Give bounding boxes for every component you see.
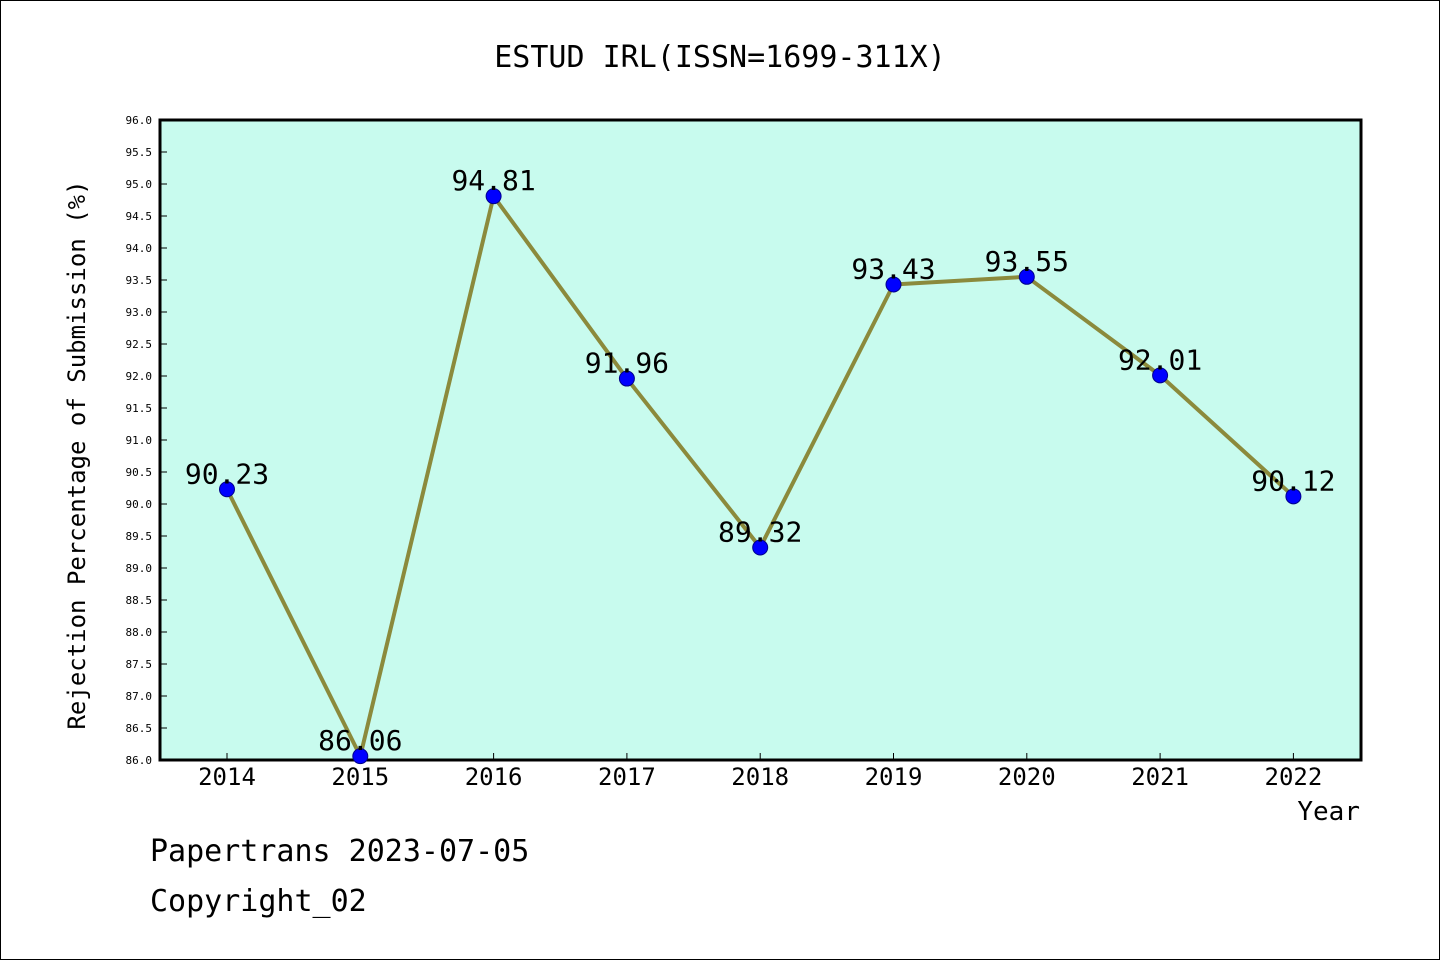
- y-tick-label: 91.0: [126, 434, 153, 447]
- y-tick-label: 93.0: [126, 306, 153, 319]
- data-label: 86.06: [318, 724, 402, 757]
- y-tick-label: 96.0: [126, 114, 153, 127]
- x-tick-label: 2016: [465, 763, 523, 791]
- plot-area: [158, 118, 1363, 762]
- data-label: 93.43: [851, 252, 935, 285]
- data-point: [1018, 268, 1035, 285]
- x-tick-label: 2015: [331, 763, 389, 791]
- data-label: 93.55: [985, 245, 1069, 278]
- data-point: [618, 370, 635, 387]
- y-tick-label: 88.0: [126, 626, 153, 639]
- data-label: 92.01: [1118, 343, 1202, 376]
- y-tick-label: 86.5: [126, 722, 153, 735]
- x-tick-label: 2017: [598, 763, 656, 791]
- chart-title: ESTUD IRL(ISSN=1699-311X): [494, 40, 946, 75]
- x-tick-label: 2021: [1131, 763, 1189, 791]
- footer-copyright: Copyright_02: [150, 884, 367, 919]
- y-tick-label: 94.5: [126, 210, 153, 223]
- y-tick-label: 95.0: [126, 178, 153, 191]
- y-axis-title: Rejection Percentage of Submission (%): [63, 180, 91, 729]
- x-tick-label: 2018: [731, 763, 789, 791]
- data-point: [352, 748, 369, 765]
- data-label: 89.32: [718, 516, 802, 549]
- data-label: 91.96: [585, 347, 669, 380]
- data-point: [1285, 488, 1302, 505]
- x-tick-label: 2022: [1265, 763, 1323, 791]
- data-point: [1152, 367, 1169, 384]
- y-tick-label: 90.5: [126, 466, 153, 479]
- y-tick-label: 89.0: [126, 562, 153, 575]
- y-tick-label: 90.0: [126, 498, 153, 511]
- data-point: [485, 188, 502, 205]
- y-tick-label: 92.0: [126, 370, 153, 383]
- x-tick-label: 2019: [865, 763, 923, 791]
- y-axis: 86.0 86.5 87.0 87.5 88.0 88.5 89.0 89.5 90.0 90.5…: [126, 114, 167, 767]
- y-tick-label: 87.5: [126, 658, 153, 671]
- y-tick-label: 91.5: [126, 402, 153, 415]
- y-tick-label: 94.0: [126, 242, 153, 255]
- data-markers: [219, 188, 1302, 765]
- x-tick-label: 2020: [998, 763, 1056, 791]
- data-label: 90.12: [1251, 464, 1335, 497]
- footer-date: Papertrans 2023-07-05: [150, 834, 530, 869]
- y-tick-label: 89.5: [126, 530, 153, 543]
- x-axis-title: Year: [1297, 797, 1360, 827]
- y-tick-label: 93.5: [126, 274, 153, 287]
- y-tick-label: 87.0: [126, 690, 153, 703]
- x-axis: 2014 2015 2016 2017 2018 2019 2020 2021 2022: [198, 753, 1322, 791]
- data-label: 90.23: [185, 457, 269, 490]
- y-tick-label: 88.5: [126, 594, 153, 607]
- data-labels: 90.23 86.06 94.81 91.96 89.32 93.43 93.55 92.01…: [185, 164, 1336, 757]
- y-tick-label: 92.5: [126, 338, 153, 351]
- data-label: 94.81: [451, 164, 535, 197]
- data-point: [219, 481, 235, 498]
- y-tick-label: 95.5: [126, 146, 153, 159]
- data-point: [752, 539, 769, 556]
- y-tick-label: 86.0: [126, 754, 153, 767]
- data-point: [885, 276, 902, 293]
- x-tick-label: 2014: [198, 763, 256, 791]
